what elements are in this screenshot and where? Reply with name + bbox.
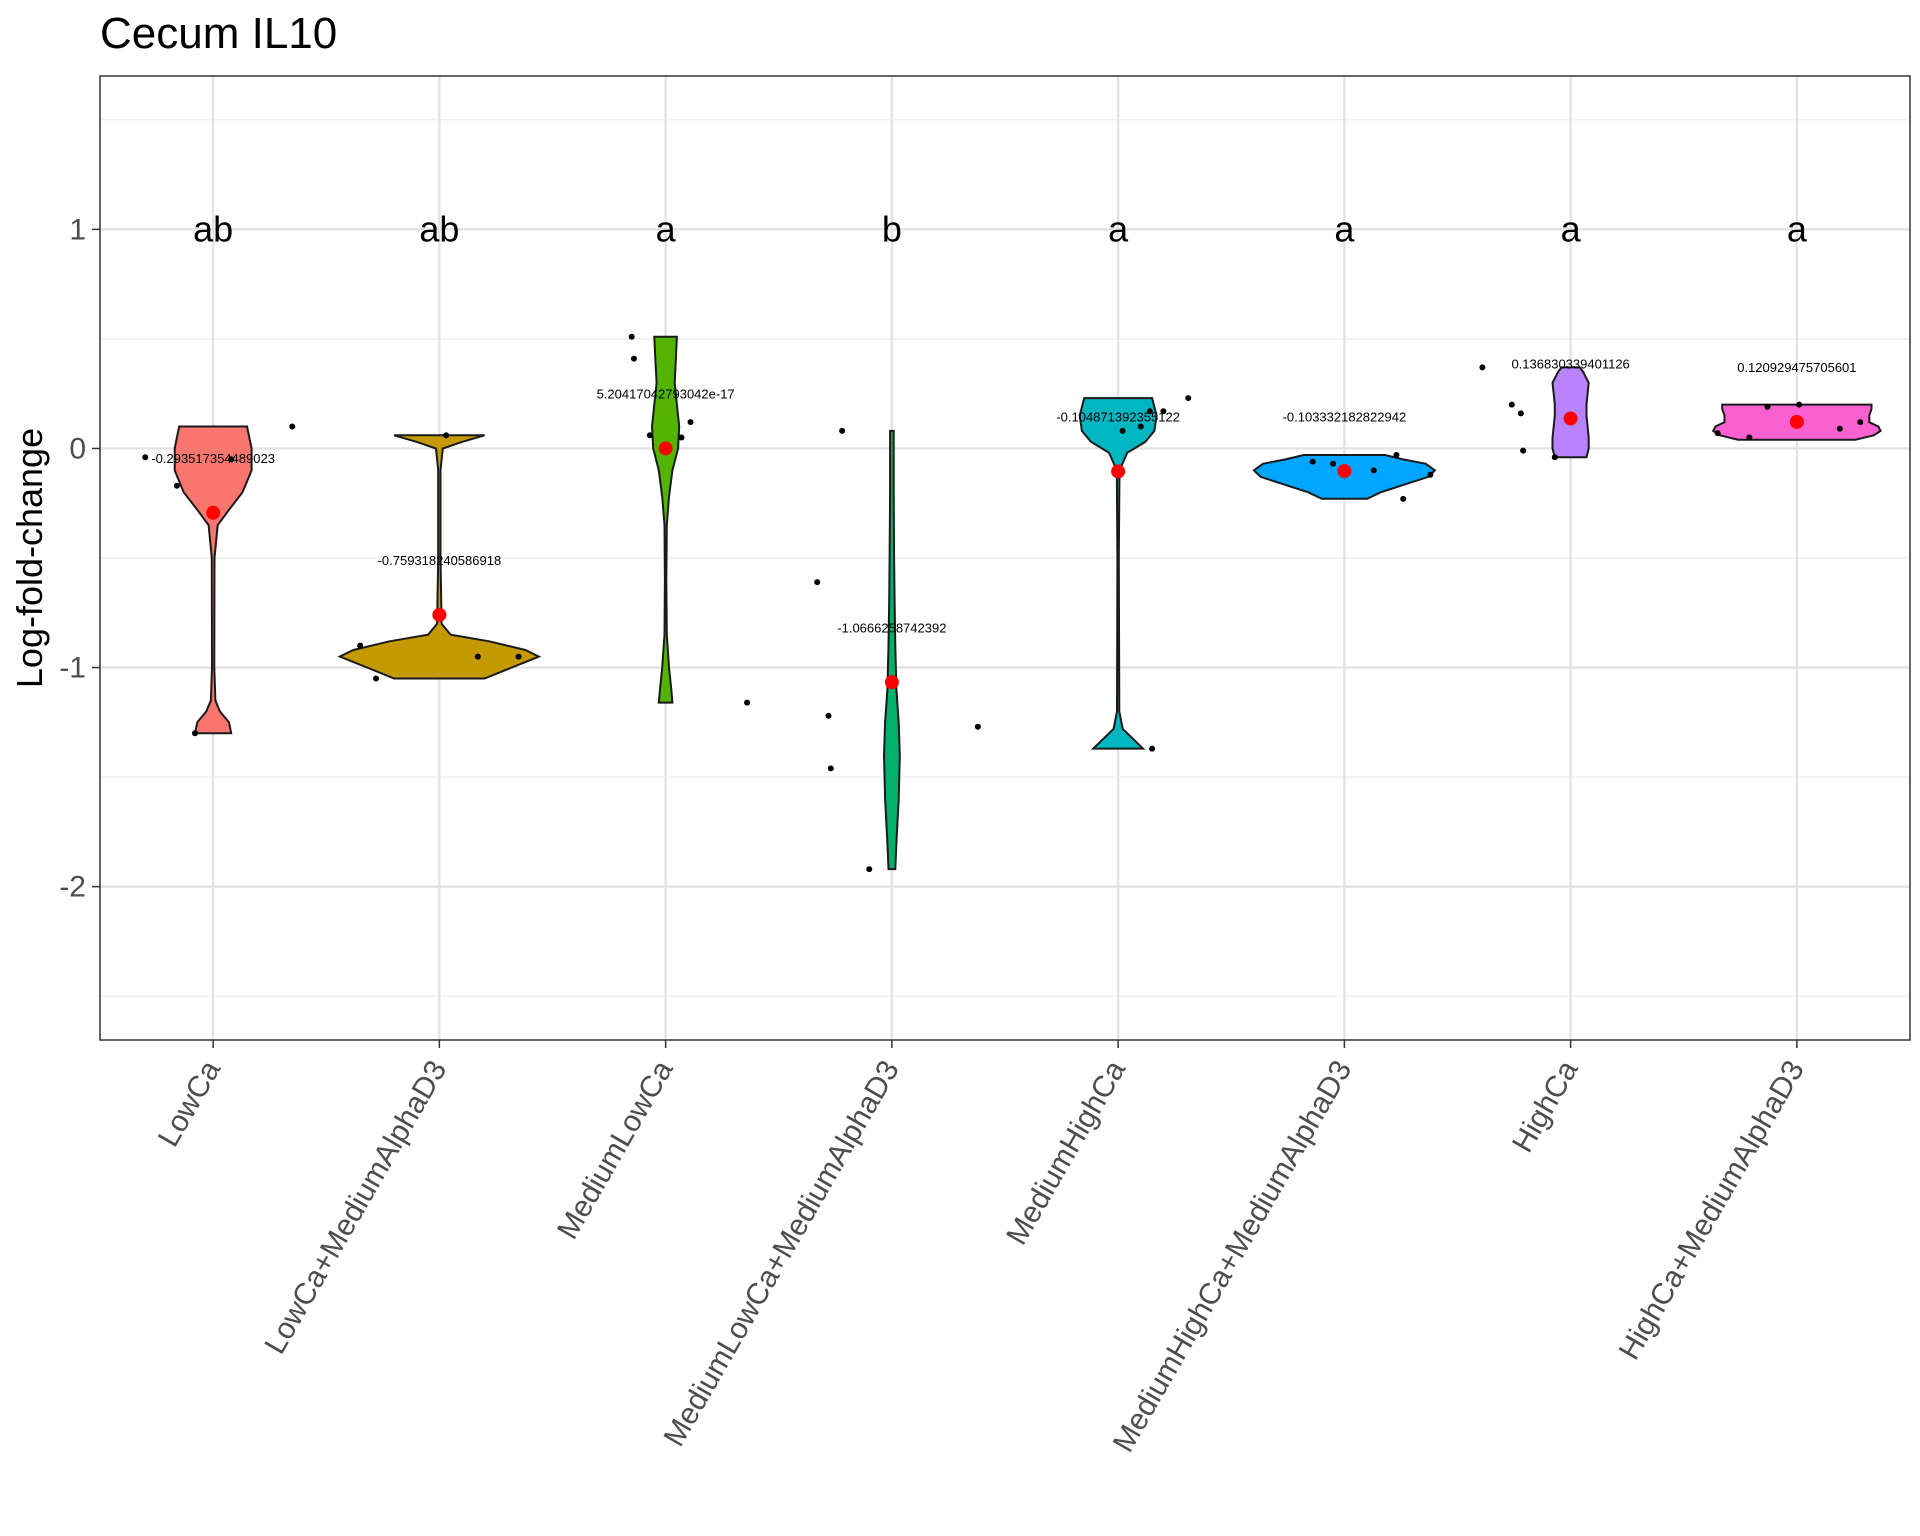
mean-value-label: 0.136830339401126 — [1511, 357, 1629, 372]
data-point — [678, 435, 684, 441]
data-point — [866, 866, 872, 872]
data-point — [1427, 472, 1433, 478]
data-point — [1552, 454, 1558, 460]
y-tick-label: 0 — [69, 432, 86, 465]
x-tick-label: HighCa+MediumAlphaD3 — [1613, 1055, 1811, 1365]
mean-marker — [1111, 464, 1125, 478]
data-point — [647, 432, 653, 438]
mean-marker — [206, 506, 220, 520]
mean-value-label: -0.759318240586918 — [378, 553, 502, 568]
data-point — [839, 428, 845, 434]
y-tick-label: -1 — [59, 652, 86, 685]
x-tick-label: MediumLowCa — [551, 1055, 680, 1245]
data-point — [174, 483, 180, 489]
mean-value-label: 5.20417042793042e-17 — [597, 387, 735, 402]
mean-value-label: -0.104871392355122 — [1056, 410, 1180, 425]
data-point — [828, 765, 834, 771]
data-point — [1330, 461, 1336, 467]
data-point — [1520, 448, 1526, 454]
x-axis: LowCa LowCa+MediumAlphaD3 MediumLowCaMediu… — [152, 1040, 1811, 1458]
y-tick-label: -2 — [59, 871, 86, 904]
mean-marker — [1790, 415, 1804, 429]
data-point — [192, 730, 198, 736]
data-point — [744, 700, 750, 706]
group-letter: b — [882, 208, 902, 249]
mean-value-label: -0.293517354489023 — [151, 451, 275, 466]
group-letter: a — [1561, 208, 1582, 249]
group-letter: a — [1787, 208, 1808, 249]
data-point — [631, 356, 637, 362]
data-point — [1796, 402, 1802, 408]
violins — [175, 337, 1881, 869]
data-point — [1518, 410, 1524, 416]
data-point — [629, 334, 635, 340]
data-point — [373, 676, 379, 682]
mean-marker — [885, 675, 899, 689]
data-point — [1310, 459, 1316, 465]
mean-value-label: -0.103332182822942 — [1283, 409, 1407, 424]
data-points — [142, 334, 1863, 872]
y-tick-label: 1 — [69, 213, 86, 246]
annotations: ab-0.293517354489023ab-0.759318240586918… — [151, 208, 1856, 635]
x-tick-label: LowCa+MediumAlphaD3 — [259, 1055, 454, 1360]
data-point — [1393, 452, 1399, 458]
data-point — [1715, 430, 1721, 436]
mean-marker — [432, 608, 446, 622]
mean-marker — [659, 441, 673, 455]
data-point — [1479, 364, 1485, 370]
data-point — [289, 424, 295, 430]
mean-value-label: 0.120929475705601 — [1737, 360, 1856, 375]
data-point — [1371, 467, 1377, 473]
grid — [100, 76, 1910, 1040]
group-letter: a — [1334, 208, 1355, 249]
data-point — [826, 713, 832, 719]
data-point — [1857, 419, 1863, 425]
data-point — [814, 579, 820, 585]
data-point — [1746, 435, 1752, 441]
data-point — [475, 654, 481, 660]
data-point — [1185, 395, 1191, 401]
data-point — [516, 654, 522, 660]
mean-value-label: -1.0666258742392 — [837, 620, 946, 635]
x-tick-label: LowCa — [152, 1055, 227, 1153]
mean-marker — [1337, 464, 1351, 478]
data-point — [357, 643, 363, 649]
group-letter: a — [656, 208, 677, 249]
data-point — [1764, 404, 1770, 410]
y-axis-label: Log-fold-change — [9, 428, 50, 688]
x-tick-label: MediumHighCa — [1000, 1055, 1132, 1251]
data-point — [142, 454, 148, 460]
violin-mediumhighca — [1080, 398, 1157, 748]
x-tick-label: HighCa — [1506, 1055, 1585, 1158]
data-point — [688, 419, 694, 425]
data-point — [443, 432, 449, 438]
violin-lowca — [175, 427, 252, 734]
data-point — [1400, 496, 1406, 502]
data-point — [1149, 746, 1155, 752]
data-point — [975, 724, 981, 730]
data-point — [1837, 426, 1843, 432]
data-point — [1509, 402, 1515, 408]
mean-marker — [1564, 411, 1578, 425]
y-axis: -2 -1 0 1 — [59, 213, 100, 903]
data-point — [1120, 428, 1126, 434]
x-tick-label: MediumLowCa+MediumAlphaD3 — [658, 1055, 906, 1452]
group-letter: ab — [419, 208, 459, 249]
chart-title: Cecum IL10 — [100, 9, 337, 58]
group-letter: ab — [193, 208, 233, 249]
group-letter: a — [1108, 208, 1129, 249]
x-tick-label: MediumHighCa+MediumAlphaD3 — [1107, 1055, 1359, 1458]
violin-mediumlowca-mediumalphad3 — [884, 431, 900, 869]
